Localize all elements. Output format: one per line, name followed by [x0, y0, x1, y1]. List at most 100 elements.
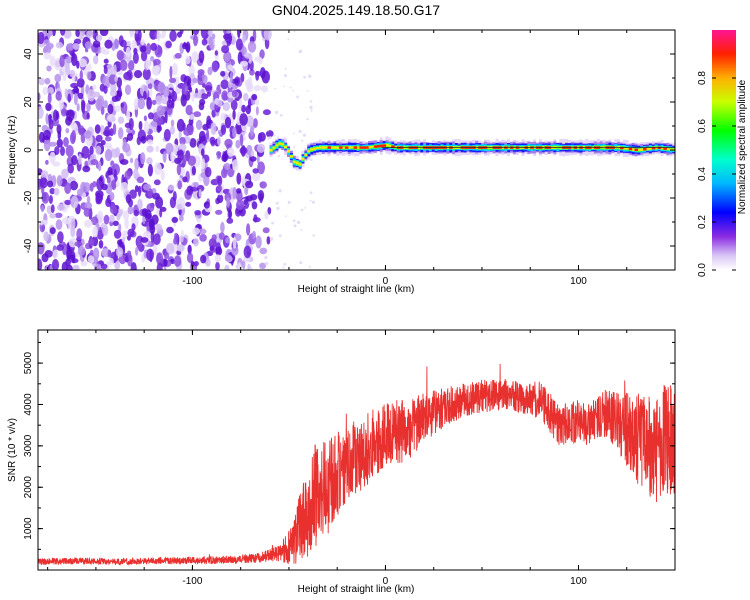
ridge-core: [651, 146, 656, 150]
noise-dot: [293, 146, 296, 148]
noise-blob: [182, 83, 189, 95]
noise-blob: [90, 159, 99, 166]
noise-blob: [101, 183, 108, 191]
noise-blob: [198, 50, 205, 63]
noise-blob: [259, 181, 267, 189]
noise-blob: [221, 154, 227, 162]
noise-blob: [119, 59, 128, 71]
noise-blob: [71, 155, 78, 166]
noise-blob: [86, 195, 91, 204]
noise-blob: [262, 109, 271, 116]
ridge-cell: [622, 147, 626, 150]
noise-blob: [217, 194, 224, 204]
noise-blob: [42, 46, 49, 54]
y-tick-label: 40: [23, 48, 34, 60]
noise-blob: [45, 102, 52, 112]
ridge-core: [373, 145, 378, 148]
noise-blob: [151, 65, 159, 76]
noise-blob: [215, 246, 223, 256]
noise-blob: [242, 34, 246, 44]
noise-dot: [275, 201, 279, 205]
noise-blob: [127, 250, 132, 256]
noise-blob: [38, 106, 44, 119]
noise-blob: [44, 77, 51, 85]
noise-blob: [198, 130, 206, 142]
noise-blob: [38, 242, 45, 255]
noise-dot: [298, 129, 302, 133]
noise-blob: [232, 236, 237, 249]
noise-blob: [172, 144, 179, 155]
ridge-cell: [304, 153, 308, 157]
noise-blob: [235, 38, 243, 51]
noise-blob: [114, 147, 121, 158]
noise-blob: [138, 120, 143, 131]
noise-blob: [82, 165, 91, 173]
noise-blob: [163, 86, 170, 98]
noise-blob: [39, 219, 48, 227]
noise-blob: [151, 214, 159, 225]
ridge-cell: [313, 147, 317, 151]
noise-blob: [137, 97, 146, 110]
noise-blob: [161, 30, 167, 38]
noise-blob: [174, 52, 182, 59]
noise-blob: [198, 89, 202, 100]
noise-blob: [49, 227, 56, 235]
noise-blob: [217, 175, 223, 186]
noise-blob: [232, 159, 239, 172]
noise-blob: [47, 92, 52, 104]
noise-blob: [100, 263, 108, 270]
noise-blob: [55, 41, 64, 49]
noise-blob: [113, 38, 119, 50]
noise-blob: [145, 213, 152, 219]
noise-dot: [302, 133, 307, 137]
noise-blob: [71, 53, 78, 67]
noise-blob: [156, 262, 163, 270]
ridge-cell: [284, 145, 288, 149]
noise-blob: [208, 36, 214, 49]
noise-blob: [140, 237, 149, 243]
noise-blob: [63, 30, 72, 39]
ridge-cell: [324, 146, 328, 149]
ridge-cell: [646, 147, 649, 151]
noise-blob: [57, 231, 64, 244]
noise-blob: [154, 162, 162, 175]
noise-blob: [202, 74, 208, 84]
noise-blob: [247, 41, 257, 53]
noise-blob: [243, 92, 249, 102]
noise-blob: [81, 146, 90, 159]
noise-blob: [247, 98, 252, 110]
noise-blob: [122, 138, 127, 150]
noise-dot: [309, 191, 313, 195]
snr-y-label: SNR (10 * v/v): [7, 418, 18, 482]
noise-dot: [264, 255, 268, 260]
noise-blob: [64, 88, 68, 98]
noise-blob: [173, 255, 182, 267]
noise-blob: [163, 128, 171, 142]
noise-blob: [65, 56, 73, 64]
noise-blob: [263, 30, 272, 41]
noise-blob: [202, 82, 206, 88]
noise-blob: [48, 195, 54, 204]
noise-dot: [312, 234, 315, 237]
noise-blob: [100, 140, 106, 146]
noise-blob: [145, 43, 152, 55]
noise-blob: [182, 176, 188, 183]
noise-dot: [298, 49, 303, 54]
noise-dot: [299, 261, 303, 265]
noise-blob: [204, 166, 212, 178]
noise-blob: [140, 39, 145, 46]
noise-blob: [128, 60, 135, 71]
noise-dot: [309, 100, 313, 103]
noise-blob: [252, 168, 259, 174]
noise-blob: [235, 199, 245, 211]
ridge-cell: [347, 146, 351, 149]
noise-blob: [115, 180, 120, 188]
noise-blob: [155, 145, 160, 153]
ridge-cell: [631, 148, 635, 151]
noise-blob: [243, 199, 249, 206]
ridge-cell: [625, 147, 629, 150]
noise-blob: [220, 221, 225, 233]
noise-blob: [222, 40, 226, 46]
noise-blob: [163, 258, 168, 267]
noise-blob: [53, 187, 60, 196]
